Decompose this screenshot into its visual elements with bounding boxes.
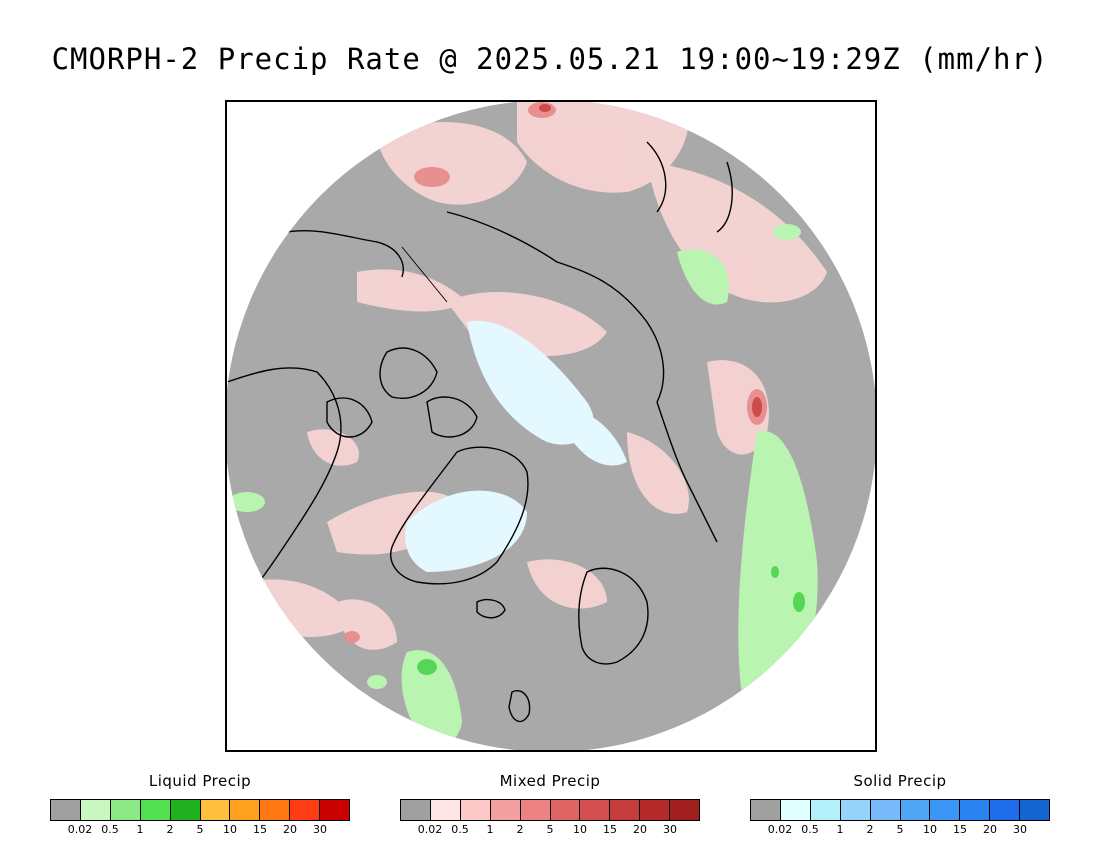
mixed-precip-severe	[539, 104, 762, 417]
legend-tick-label: 0.02	[417, 823, 443, 836]
legend-tick-label: 15	[953, 823, 967, 836]
legend-liquid-colorbar	[50, 799, 350, 821]
legend-swatch	[200, 800, 231, 820]
legend-solid-title: Solid Precip	[853, 772, 947, 790]
legend-tick-label: 20	[283, 823, 297, 836]
legend-solid-colorbar	[750, 799, 1050, 821]
legend-swatch	[550, 800, 581, 820]
legend-tick-label: 1	[136, 823, 144, 836]
legend-swatch	[51, 800, 81, 820]
legend-swatch	[520, 800, 551, 820]
legend-swatch	[640, 800, 671, 820]
polar-map-canvas	[227, 102, 875, 750]
legend-tick-label: 0.5	[801, 823, 819, 836]
legend-swatch	[140, 800, 171, 820]
legend-swatch	[490, 800, 521, 820]
legend-tick-label: 1	[486, 823, 494, 836]
legend-solid-ticks: 0.02 0.5 1 2 5 10 15 20 30	[750, 823, 1050, 837]
legend-liquid-title: Liquid Precip	[148, 772, 252, 790]
legend-swatch	[610, 800, 641, 820]
legend-tick-label: 20	[633, 823, 647, 836]
legend-tick-label: 2	[166, 823, 174, 836]
solid-precip-areas	[405, 320, 627, 572]
legend-swatch	[990, 800, 1021, 820]
legend-mixed: Mixed Precip 0.02 0.5 1 2 5 10 15 20 30	[400, 772, 700, 837]
coastlines	[227, 141, 733, 723]
legend-swatch	[751, 800, 781, 820]
legend-tick-label: 30	[1013, 823, 1027, 836]
legend-swatch	[80, 800, 111, 820]
legend-swatch	[930, 800, 961, 820]
legend-tick-label: 10	[223, 823, 237, 836]
legend-mixed-ticks: 0.02 0.5 1 2 5 10 15 20 30	[400, 823, 700, 837]
legend-tick-label: 20	[983, 823, 997, 836]
legend-tick-label: 30	[313, 823, 327, 836]
legend-tick-label: 2	[866, 823, 874, 836]
legend-swatch	[460, 800, 491, 820]
legend-swatch	[870, 800, 901, 820]
legend-swatch	[260, 800, 291, 820]
legend-swatch	[110, 800, 141, 820]
legend-swatch	[430, 800, 461, 820]
legend-mixed-title: Mixed Precip	[499, 772, 601, 790]
legend-tick-label: 10	[573, 823, 587, 836]
legend-tick-label: 0.02	[67, 823, 93, 836]
legend-swatch	[810, 800, 841, 820]
legend-swatch	[580, 800, 611, 820]
legend-liquid: Liquid Precip 0.02 0.5 1 2 5 10 15 20 30	[50, 772, 350, 837]
legend-tick-label: 1	[836, 823, 844, 836]
liquid-precip-moderate	[417, 566, 805, 675]
legend-tick-label: 2	[516, 823, 524, 836]
legend-swatch	[960, 800, 991, 820]
legend-tick-label: 5	[546, 823, 554, 836]
legend-solid: Solid Precip 0.02 0.5 1 2 5 10 15 20 30	[750, 772, 1050, 837]
polar-map	[225, 100, 877, 752]
legend-swatch	[230, 800, 261, 820]
legend-tick-label: 0.02	[767, 823, 793, 836]
legend-liquid-ticks: 0.02 0.5 1 2 5 10 15 20 30	[50, 823, 350, 837]
legend-swatch	[401, 800, 431, 820]
legend-tick-label: 30	[663, 823, 677, 836]
legend-swatch	[900, 800, 931, 820]
legend-mixed-colorbar	[400, 799, 700, 821]
legend-tick-label: 10	[923, 823, 937, 836]
legend-tick-label: 15	[603, 823, 617, 836]
legend-swatch	[670, 800, 700, 820]
legend-tick-label: 5	[196, 823, 204, 836]
legend-swatch	[320, 800, 350, 820]
legend-swatch	[170, 800, 201, 820]
chart-title: CMORPH-2 Precip Rate @ 2025.05.21 19:00~…	[51, 42, 1049, 76]
legend-swatch	[780, 800, 811, 820]
legend-swatch	[290, 800, 321, 820]
legend-tick-label: 0.5	[451, 823, 469, 836]
legend-tick-label: 0.5	[101, 823, 119, 836]
border-line	[401, 246, 448, 303]
legend-swatch	[840, 800, 871, 820]
legend-tick-label: 15	[253, 823, 267, 836]
legend-swatch	[1020, 800, 1050, 820]
legend-tick-label: 5	[896, 823, 904, 836]
